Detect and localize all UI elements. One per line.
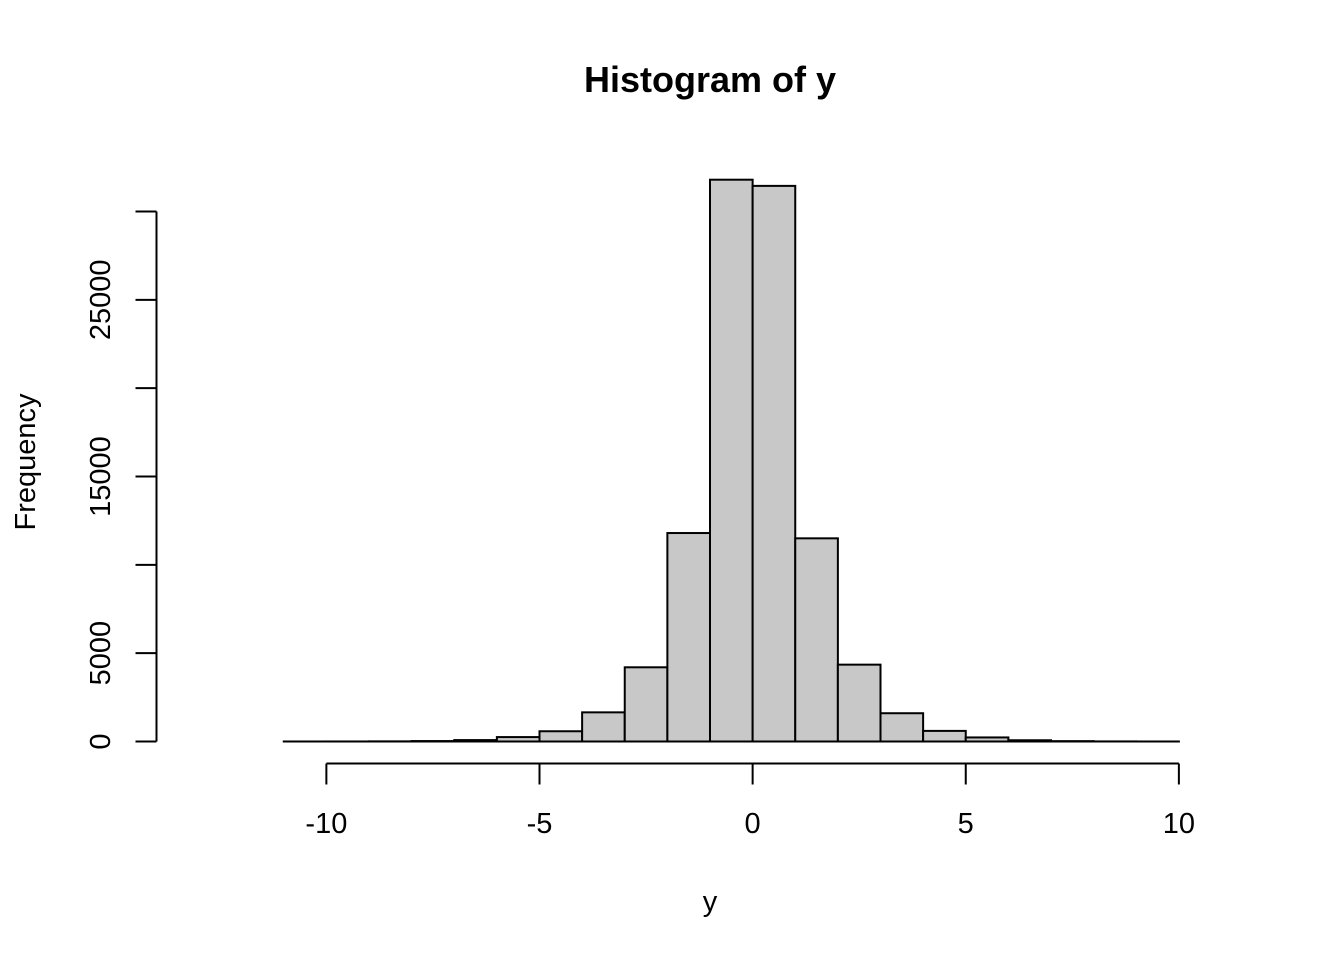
x-axis: -10 -5 0 5 10: [305, 762, 1195, 840]
x-tick-label: 5: [958, 808, 974, 840]
y-axis-label: Frequency: [10, 393, 42, 531]
y-axis: 0 5000 15000 25000: [85, 210, 158, 750]
histogram-bar: [495, 736, 541, 743]
histogram-bar: [836, 663, 882, 743]
x-axis-label: y: [703, 886, 718, 918]
histogram-bar: [623, 666, 669, 743]
histogram-bar: [751, 184, 797, 743]
x-tick-label: 0: [745, 808, 761, 840]
bars-group: [282, 178, 1180, 743]
histogram-bar: [666, 532, 711, 743]
histogram-bar: [709, 178, 754, 743]
x-tick-label: -5: [527, 808, 553, 840]
histogram-bar: [794, 537, 839, 743]
x-tick-label: 10: [1163, 808, 1195, 840]
histogram-bar: [581, 711, 626, 743]
histogram-bar: [453, 739, 498, 743]
x-tick-label: -10: [305, 808, 347, 840]
y-tick-label: 0: [85, 733, 117, 749]
histogram-bar: [964, 736, 1010, 743]
y-tick-label: 5000: [85, 621, 117, 686]
histogram-bar: [879, 712, 925, 743]
y-tick-label: 25000: [85, 260, 117, 341]
histogram-bar: [1007, 739, 1052, 743]
histogram-bar: [538, 730, 584, 743]
chart-title: Histogram of y: [584, 59, 836, 100]
histogram-bar: [922, 729, 967, 743]
y-tick-label: 15000: [85, 436, 117, 517]
